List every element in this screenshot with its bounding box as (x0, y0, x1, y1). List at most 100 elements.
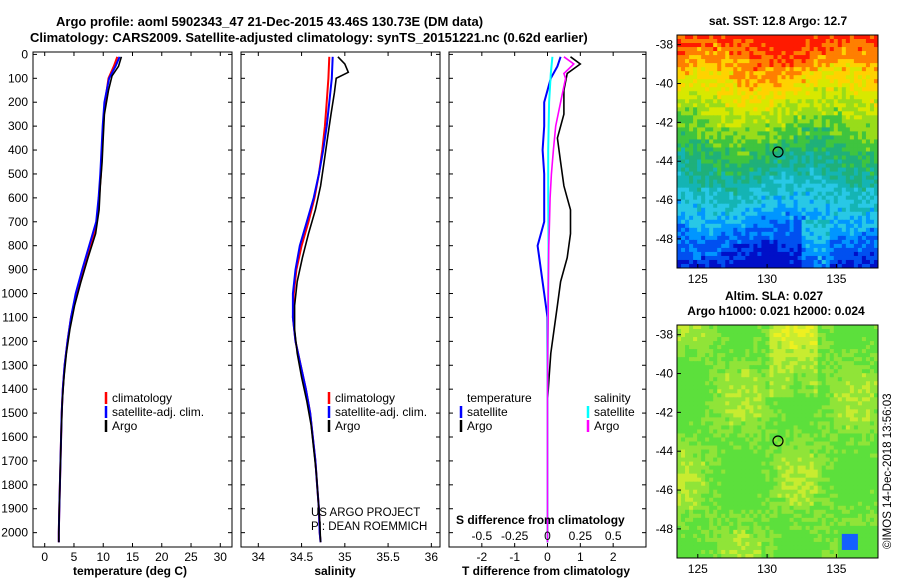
map-cell (813, 247, 819, 253)
map-cell (829, 417, 835, 423)
map-cell (813, 187, 819, 193)
map-cell (865, 239, 871, 245)
map-cell (845, 409, 851, 414)
map-cell (725, 441, 730, 447)
map-cell (857, 219, 863, 225)
map-cell (873, 163, 878, 169)
map-cell (841, 239, 847, 245)
map-cell (797, 71, 803, 76)
map-cell (749, 179, 754, 185)
map-cell (821, 425, 827, 431)
map-cell (681, 247, 686, 253)
map-cell (837, 91, 843, 96)
map-cell (869, 333, 875, 338)
map-cell (681, 67, 686, 72)
map-cell (741, 421, 746, 427)
map-cell (829, 51, 835, 56)
map-cell (729, 247, 734, 253)
map-cell (873, 393, 878, 398)
map-cell (857, 99, 863, 104)
map-cell (853, 409, 859, 414)
map-cell (825, 397, 831, 402)
map-cell (745, 255, 750, 261)
map-cell (837, 175, 843, 181)
map-cell (757, 143, 763, 149)
map-cell (781, 417, 787, 423)
map-cell (705, 75, 710, 80)
map-cell (869, 151, 875, 157)
map-cell (677, 179, 682, 185)
map-cell (857, 167, 863, 173)
map-cell (725, 397, 730, 402)
map-cell (745, 39, 750, 44)
depth-tick-label: 400 (8, 143, 28, 157)
map-cell (701, 235, 706, 241)
map-cell (765, 437, 771, 443)
map-cell (725, 83, 730, 88)
map-cell (813, 353, 819, 358)
salinity-axes-box (240, 51, 441, 548)
map-cell (781, 59, 787, 64)
map-cell (757, 147, 763, 153)
map-cell (737, 43, 742, 48)
project-credit-line-1: US ARGO PROJECT (311, 507, 420, 519)
map-cell (857, 333, 863, 338)
map-cell (737, 107, 742, 112)
map-cell (833, 127, 839, 133)
map-cell (777, 251, 783, 257)
map-cell (705, 211, 710, 217)
map-cell (701, 445, 706, 451)
map-cell (769, 401, 775, 406)
map-cell (729, 155, 734, 161)
map-cell (737, 215, 742, 221)
map-cell (853, 135, 859, 141)
map-cell (825, 421, 831, 427)
map-cell (841, 377, 847, 382)
map-cell (733, 159, 738, 165)
map-cell (713, 227, 718, 233)
depth-tick-label: 2000 (1, 526, 28, 540)
map-cell (713, 211, 718, 217)
map-cell (849, 207, 855, 213)
map-cell (821, 71, 827, 76)
map-cell (677, 207, 682, 213)
map-cell (797, 405, 803, 410)
map-cell (801, 207, 807, 213)
map-cell (677, 397, 682, 402)
map-cell (777, 345, 783, 350)
map-cell (809, 235, 815, 241)
map-cell (733, 417, 738, 423)
map-cell (677, 425, 682, 431)
salinity-legend-satellite: satellite-adj. clim. (335, 405, 427, 419)
map-cell (785, 127, 791, 133)
map-cell (681, 91, 686, 96)
map-cell (745, 131, 750, 137)
map-cell (693, 361, 698, 366)
map-cell (841, 195, 847, 201)
map-cell (765, 341, 771, 346)
map-cell (693, 135, 698, 141)
map-cell (845, 87, 851, 92)
map-cell (753, 159, 758, 165)
map-cell (709, 71, 714, 76)
map-cell (773, 35, 779, 40)
map-cell (873, 429, 878, 435)
map-cell (693, 227, 698, 233)
map-cell (817, 341, 823, 346)
map-cell (785, 55, 791, 60)
map-cell (801, 425, 807, 431)
map-cell (677, 429, 682, 435)
map-cell (705, 373, 710, 378)
map-cell (825, 215, 831, 221)
map-cell (717, 405, 722, 410)
map-cell (689, 373, 694, 378)
map-cell (709, 365, 714, 370)
map-cell (785, 433, 791, 439)
map-cell (797, 413, 803, 418)
map-cell (845, 401, 851, 406)
map-cell (789, 453, 795, 459)
map-cell (693, 405, 698, 410)
map-cell (857, 35, 863, 40)
map-cell (709, 341, 714, 346)
map-cell (741, 67, 746, 72)
